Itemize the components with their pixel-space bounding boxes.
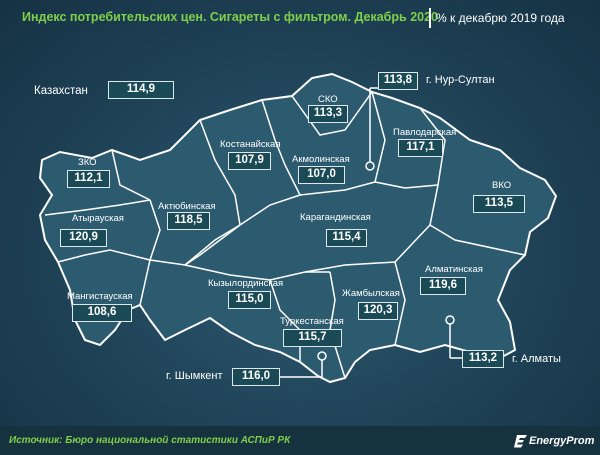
border-kostanay-karaganda: [239, 194, 301, 226]
region-value-pavlodar: 117,1: [398, 139, 443, 157]
border-sko-akmola: [291, 91, 373, 136]
region-value-karaganda: 115,4: [326, 229, 367, 247]
border-zko-aktobe: [111, 149, 151, 201]
border-pavlodar-karaganda: [374, 181, 439, 189]
border-zko-atyrau: [44, 199, 151, 216]
nursultan-marker: [365, 161, 375, 171]
region-value-kyzylorda: 115,0: [228, 291, 271, 309]
border-karaganda-south: [304, 224, 431, 273]
logo-text: EnergyProm: [529, 435, 595, 447]
energyprom-logo: EnergyProm: [514, 430, 594, 452]
region-label-pavlodar: Павлодарская: [393, 127, 457, 138]
region-value-zhambyl: 120,3: [358, 302, 398, 320]
region-value-kostanay: 107,9: [228, 152, 271, 170]
region-value-almaty-region: 119,6: [420, 277, 466, 295]
leader-lines: [280, 87, 462, 378]
border-pavlodar-vko: [419, 107, 446, 186]
region-label-zhambyl: Жамбылская: [342, 288, 400, 299]
region-value-sko: 113,3: [308, 105, 348, 123]
region-label-aktobe: Актюбинская: [158, 201, 216, 212]
region-label-kostanay: Костанайская: [220, 139, 281, 150]
region-label-almaty-region: Алматинская: [425, 264, 483, 275]
city-value-shymkent: 116,0: [232, 368, 280, 386]
region-label-vko: ВКО: [492, 180, 512, 191]
city-value-nursultan: 113,8: [378, 72, 418, 90]
region-value-atyrau: 120,9: [60, 229, 107, 247]
region-label-karaganda: Карагандинская: [300, 212, 371, 223]
border-karaganda-vko: [429, 184, 526, 256]
region-value-akmola: 107,0: [298, 166, 345, 184]
border-karaganda-kyzylorda: [184, 224, 241, 266]
border-aktobe-kostanay: [199, 119, 241, 226]
region-label-mangistau: Мангистауская: [67, 291, 133, 302]
region-value-turkestan: 115,7: [283, 329, 342, 347]
region-label-turkestan: Туркестанская: [280, 316, 344, 327]
footer: Источник: Бюро национальной статистики А…: [0, 426, 600, 455]
border-atyrau-mangistau: [57, 249, 151, 263]
chart-subtitle: % к декабрю 2019 года: [436, 11, 565, 25]
border-akmola-karaganda: [299, 181, 376, 196]
region-label-atyrau: Атырауская: [72, 213, 124, 224]
region-label-sko: СКО: [318, 94, 338, 105]
region-value-zko: 112,1: [67, 170, 110, 188]
region-value-vko: 113,5: [473, 195, 525, 213]
border-turkestan-zhambyl: [329, 271, 346, 379]
region-borders: [44, 91, 526, 379]
chart-title: Индекс потребительских цен. Сигареты с ф…: [22, 10, 439, 24]
header: Индекс потребительских цен. Сигареты с ф…: [0, 0, 600, 34]
city-label-almaty: г. Алматы: [512, 353, 561, 365]
logo-icon: [514, 435, 527, 448]
border-akmola-pavlodar: [371, 91, 386, 183]
city-label-shymkent: г. Шымкент: [166, 370, 223, 382]
region-label-kyzylorda: Кызылординская: [208, 278, 284, 289]
almaty-marker: [445, 315, 455, 325]
city-label-nursultan: г. Нур-Султан: [426, 74, 495, 86]
region-label-akmola: Акмолинская: [292, 154, 350, 165]
border-zhambyl-almaty: [394, 261, 406, 346]
city-value-almaty: 113,2: [462, 350, 504, 368]
country-label: Казахстан: [34, 85, 88, 97]
border-aktobe-south: [139, 199, 161, 306]
source-note: Источник: Бюро национальной статистики А…: [9, 435, 291, 446]
region-value-aktobe: 118,5: [167, 212, 210, 230]
border-aktobe-kyzylorda: [149, 224, 241, 266]
title-separator: [429, 8, 431, 28]
shymkent-marker: [317, 351, 327, 361]
country-value: 114,9: [108, 81, 174, 99]
region-value-mangistau: 108,6: [72, 304, 132, 322]
border-kostanay-akmola: [261, 99, 301, 196]
region-label-zko: ЗКО: [78, 157, 97, 168]
